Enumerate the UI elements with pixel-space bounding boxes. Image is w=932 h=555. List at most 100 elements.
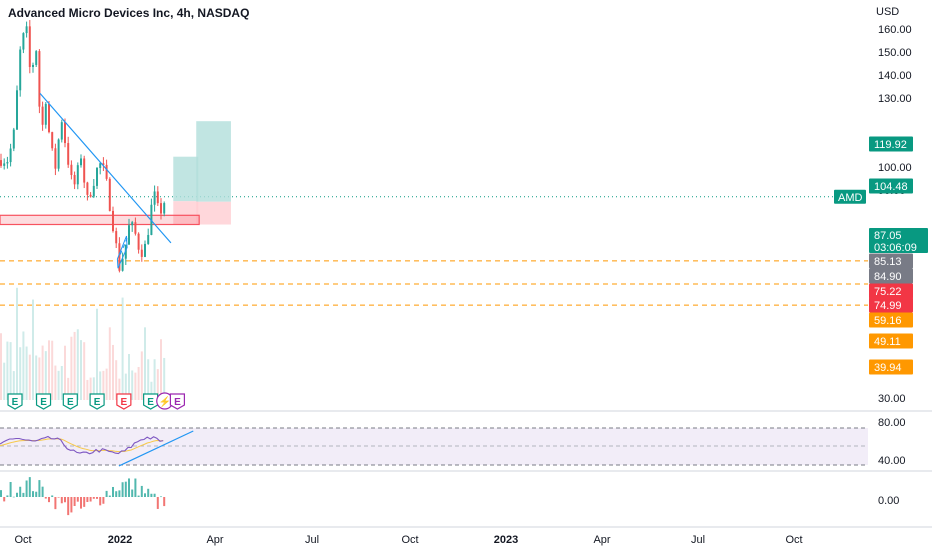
macd-bar [102,497,105,504]
volume-bar [83,342,86,400]
volume-bar [105,368,108,400]
time-axis-label[interactable]: 2022 [108,534,132,546]
macd-bar [76,497,79,502]
volume-bar [51,340,54,400]
price-pane[interactable] [0,0,868,410]
candle-body [67,143,70,165]
candle-body [140,249,143,257]
earnings-marker[interactable]: E [62,393,78,410]
macd-histogram [0,477,166,516]
volume-bar [9,342,12,400]
price-tag-bg [869,297,913,313]
price-axis-tick[interactable]: 140.00 [878,70,912,82]
earnings-marker[interactable]: E [35,393,52,410]
earnings-badge [62,393,78,410]
macd-bar [128,478,130,497]
volume-bar [128,354,130,400]
volume-bar [160,339,162,400]
drawings[interactable] [39,93,172,269]
price-tag-text: 49.11 [874,336,901,348]
candle-body [19,49,22,91]
earnings-marker[interactable]: E [143,393,159,410]
long-position-1-stop-zone[interactable] [173,201,199,224]
earnings-marker[interactable]: E [7,393,23,410]
price-axis-tick[interactable]: 30.00 [878,393,906,405]
candle-body [38,51,41,107]
price-tags: 119.92 104.48 85.13 84.90 75.22 74.99 59.16 49.… [834,136,928,375]
time-axis-label[interactable]: Jul [691,534,705,546]
earnings-badge [35,393,52,410]
earnings-marker[interactable]: E [89,393,105,410]
time-axis-label[interactable]: Apr [206,534,223,546]
volume-bar [22,331,25,400]
volume-bar [156,369,159,400]
support-zone-rect[interactable] [0,214,200,226]
channel-midline[interactable] [119,238,128,255]
long-position-2-stop-zone[interactable] [196,201,231,225]
price-tag-bg [869,253,913,269]
volume-bar [89,377,92,400]
long-position-1-target-zone[interactable] [173,156,199,202]
candle-body [51,132,54,149]
macd-bar [108,495,111,497]
macd-bar [44,497,47,499]
rsi-axis-tick[interactable]: 40.00 [878,455,906,467]
macd-axis-tick[interactable]: 0.00 [878,495,899,507]
price-axis-tick[interactable]: 160.00 [878,24,912,36]
rising-channel[interactable] [116,235,128,269]
time-axis-label[interactable]: Oct [14,534,31,546]
volume-bar [54,365,57,400]
volume-bar [25,346,28,400]
candle-body [9,148,12,163]
candle-body [147,234,150,244]
candle-body [22,33,25,50]
position-tools[interactable] [173,121,231,225]
long-position-2-target-zone[interactable] [196,121,231,202]
symbol-tag-bg [834,189,866,204]
earnings-events[interactable]: E E E E E E ⚡ E [7,392,186,410]
time-axis[interactable]: Oct 2022 Apr Jul Oct 2023 Apr Jul Oct [14,534,802,546]
support-zone[interactable] [0,214,200,226]
candle-body [6,162,9,164]
candle-body [70,164,73,176]
macd-bar [147,488,150,497]
horizontal-levels [0,196,868,306]
volume-bar [118,378,121,400]
price-tag: 59.16 [869,312,913,328]
volume-bars [0,287,166,400]
candle-body [96,167,98,186]
macd-bar [0,490,2,497]
price-axis-tick[interactable]: 130.00 [878,93,912,105]
price-tag-text: 85.13 [874,256,902,268]
countdown-text: 03:06:09 [874,242,917,254]
rsi-axis-tick[interactable]: 80.00 [878,417,906,429]
time-axis-label[interactable]: Oct [785,534,802,546]
price-tag-bg [869,312,913,328]
currency-label: USD [876,6,899,18]
earnings-marker[interactable]: ⚡ [156,392,174,410]
macd-bar [153,493,156,497]
volume-bar [76,329,79,400]
earnings-label: E [147,397,154,408]
candle-body [160,203,162,214]
rsi-trendline[interactable] [118,430,194,467]
price-tag-bg [869,333,913,349]
candle-body [112,210,114,232]
time-axis-label[interactable]: Jul [305,534,319,546]
price-axis-tick[interactable]: 100.00 [878,162,912,174]
descending-trendline[interactable] [39,93,172,244]
earnings-label: E [40,397,47,408]
earnings-marker[interactable]: E [116,393,132,410]
price-tag: 74.99 [869,297,913,313]
time-axis-label[interactable]: Oct [401,534,418,546]
price-tag: 75.22 [869,283,913,299]
macd-bar [64,497,66,503]
earnings-marker[interactable]: E [169,393,186,410]
macd-bar [22,492,25,497]
time-axis-label[interactable]: Apr [593,534,610,546]
time-axis-label[interactable]: 2023 [494,534,518,546]
price-axis-tick[interactable]: 150.00 [878,47,912,59]
candle-body [92,185,95,197]
